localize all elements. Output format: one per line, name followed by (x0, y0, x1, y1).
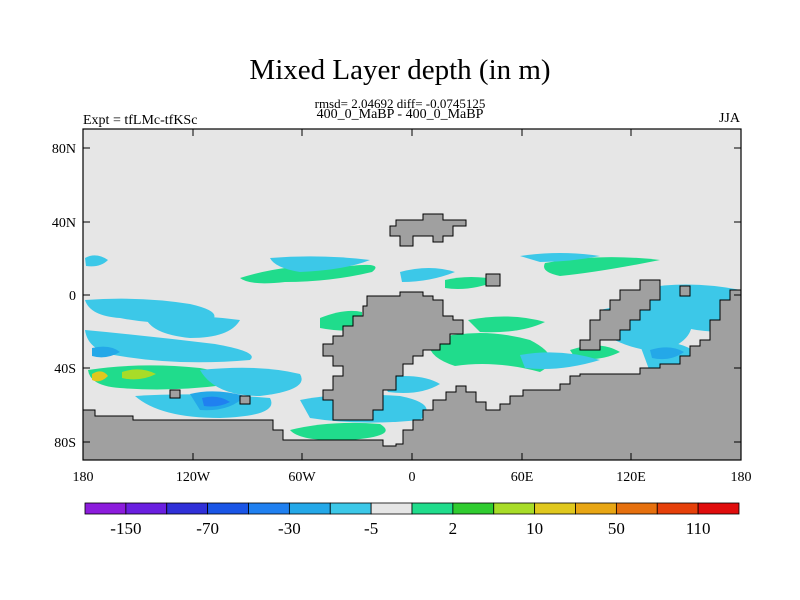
lon-label-180e: 180 (731, 470, 752, 485)
colorbar-label: 110 (686, 519, 711, 538)
land-masses (82, 213, 742, 461)
lon-ticks (82, 129, 742, 460)
eastern-islet (679, 285, 691, 297)
colorbar-swatch (452, 502, 495, 515)
lat-label-80n: 80N (52, 142, 76, 157)
colorbar-label: 2 (449, 519, 458, 538)
eastern-continent (579, 279, 661, 351)
colorbar-swatch (575, 502, 617, 515)
colorbar-swatch (493, 502, 536, 515)
colorbar-label: 50 (608, 519, 625, 538)
colorbar-swatch (288, 502, 331, 515)
colorbar-label: -30 (278, 519, 301, 538)
lon-label-120w: 120W (176, 470, 211, 485)
colorbar-label: -5 (364, 519, 378, 538)
lat-label-80s: 80S (54, 436, 76, 451)
colorbar-swatch (656, 502, 699, 515)
lon-label-60e: 60E (511, 470, 534, 485)
plot-title: Mixed Layer depth (in m) (249, 54, 551, 86)
season-label: JJA (718, 111, 740, 126)
colorbar-swatch (248, 502, 290, 515)
colorbar-swatch (697, 502, 740, 515)
small-island (485, 273, 501, 287)
colorbar-swatch (534, 502, 576, 515)
warm-anomaly-patches (92, 369, 156, 382)
lat-label-40n: 40N (52, 216, 76, 231)
colorbar-swatch (615, 502, 658, 515)
colorbar-swatch (329, 502, 372, 515)
colorbar-label: -150 (110, 519, 141, 538)
northern-island (389, 213, 467, 247)
colorbar-swatch (84, 502, 127, 515)
lat-label-0: 0 (69, 289, 76, 304)
colorbar-label: -70 (196, 519, 219, 538)
western-continent (322, 291, 464, 421)
colorbar-swatch (125, 502, 168, 515)
colorbar-labels: -150 -70 -30 -5 2 10 50 110 (110, 519, 710, 538)
lon-label-60w: 60W (288, 470, 316, 485)
southern-continent (82, 289, 742, 461)
experiment-subtitle: 400_0_MaBP - 400_0_MaBP (316, 107, 484, 122)
experiment-label: Expt = tfLMc-tfKSc (83, 113, 198, 128)
stats-line: rmsd= 2.04692 diff= -0.0745125 (314, 96, 486, 111)
colorbar-swatch (166, 502, 209, 515)
colorbar-swatch (207, 502, 249, 515)
colorbar-swatch (411, 502, 454, 515)
lon-label-0: 0 (409, 470, 416, 485)
colorbar-swatch (370, 502, 413, 515)
colorbar-label: 10 (526, 519, 543, 538)
lat-ticks (83, 147, 741, 443)
southern-islet-2 (239, 395, 251, 405)
lat-label-40s: 40S (54, 362, 76, 377)
deep-negative-patches (92, 346, 684, 411)
lon-label-180w: 180 (73, 470, 94, 485)
lon-label-120e: 120E (616, 470, 646, 485)
colorbar (84, 502, 740, 515)
southern-islet-1 (169, 389, 181, 399)
